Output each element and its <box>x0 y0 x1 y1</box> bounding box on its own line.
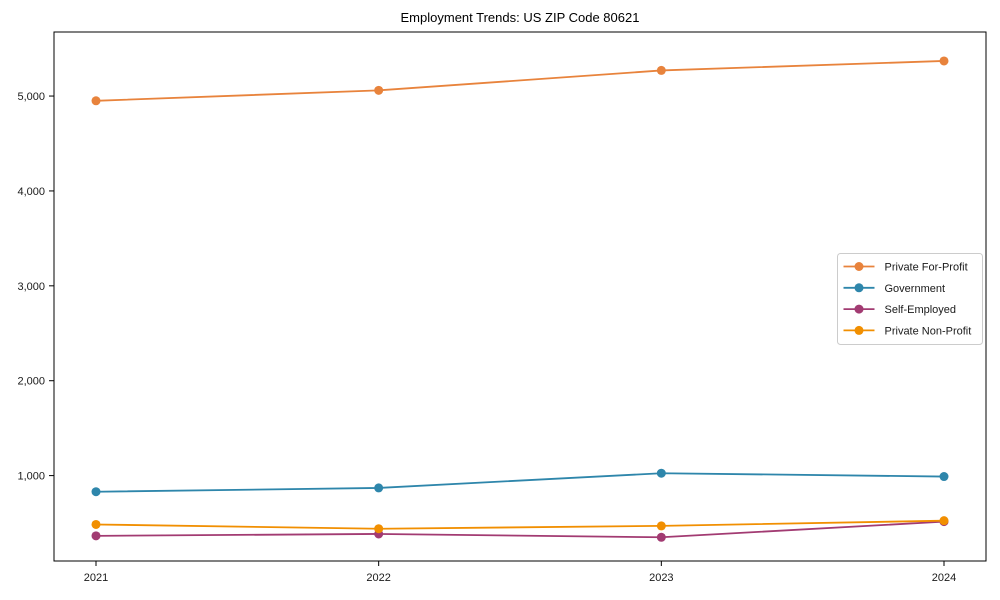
data-point-marker <box>374 85 384 95</box>
series-line <box>95 60 945 102</box>
series-line <box>95 519 945 530</box>
legend-marker <box>854 283 864 293</box>
y-tick-label: 2,000 <box>17 376 45 388</box>
plot-border <box>53 31 987 562</box>
y-tick-label: 1,000 <box>17 471 45 483</box>
y-tick-label: 5,000 <box>17 91 45 103</box>
data-point-marker <box>374 524 384 534</box>
x-tick-label: 2022 <box>366 572 390 584</box>
series-private-for-profit <box>91 56 949 106</box>
legend-marker <box>854 325 864 335</box>
legend-item: Government <box>843 283 946 295</box>
legend-item: Private Non-Profit <box>843 325 972 337</box>
y-tick-label: 3,000 <box>17 281 45 293</box>
y-tick-label: 4,000 <box>17 186 45 198</box>
data-point-marker <box>656 65 666 75</box>
series-government <box>91 468 949 497</box>
legend-label: Government <box>885 283 946 295</box>
legend: Private For-Profit Government Self-Employe… <box>837 253 983 345</box>
legend-item: Private For-Profit <box>843 262 968 274</box>
data-point-marker <box>91 531 101 541</box>
series-self-employed <box>91 517 949 542</box>
legend-label: Private Non-Profit <box>885 325 972 337</box>
data-point-marker <box>91 96 101 106</box>
data-point-marker <box>91 519 101 529</box>
data-point-marker <box>374 483 384 493</box>
legend-marker <box>854 262 864 271</box>
data-point-marker <box>939 472 949 482</box>
data-point-marker <box>656 532 666 542</box>
chart-title: Employment Trends: US ZIP Code 80621 <box>400 10 640 25</box>
legend-marker <box>854 304 864 314</box>
legend-box <box>837 253 983 345</box>
legend-item: Self-Employed <box>843 304 957 316</box>
data-point-marker <box>656 521 666 531</box>
series-line <box>95 520 945 539</box>
legend-label: Self-Employed <box>885 304 957 316</box>
data-point-marker <box>656 468 666 478</box>
data-point-marker <box>939 56 949 66</box>
legend-label: Private For-Profit <box>885 262 968 274</box>
data-point-marker <box>939 516 949 526</box>
x-tick-label: 2023 <box>649 572 673 584</box>
data-point-marker <box>91 487 101 497</box>
series-private-non-profit <box>91 516 949 534</box>
series-line <box>95 472 945 493</box>
x-tick-label: 2021 <box>84 572 108 584</box>
x-tick-label: 2024 <box>932 572 956 584</box>
